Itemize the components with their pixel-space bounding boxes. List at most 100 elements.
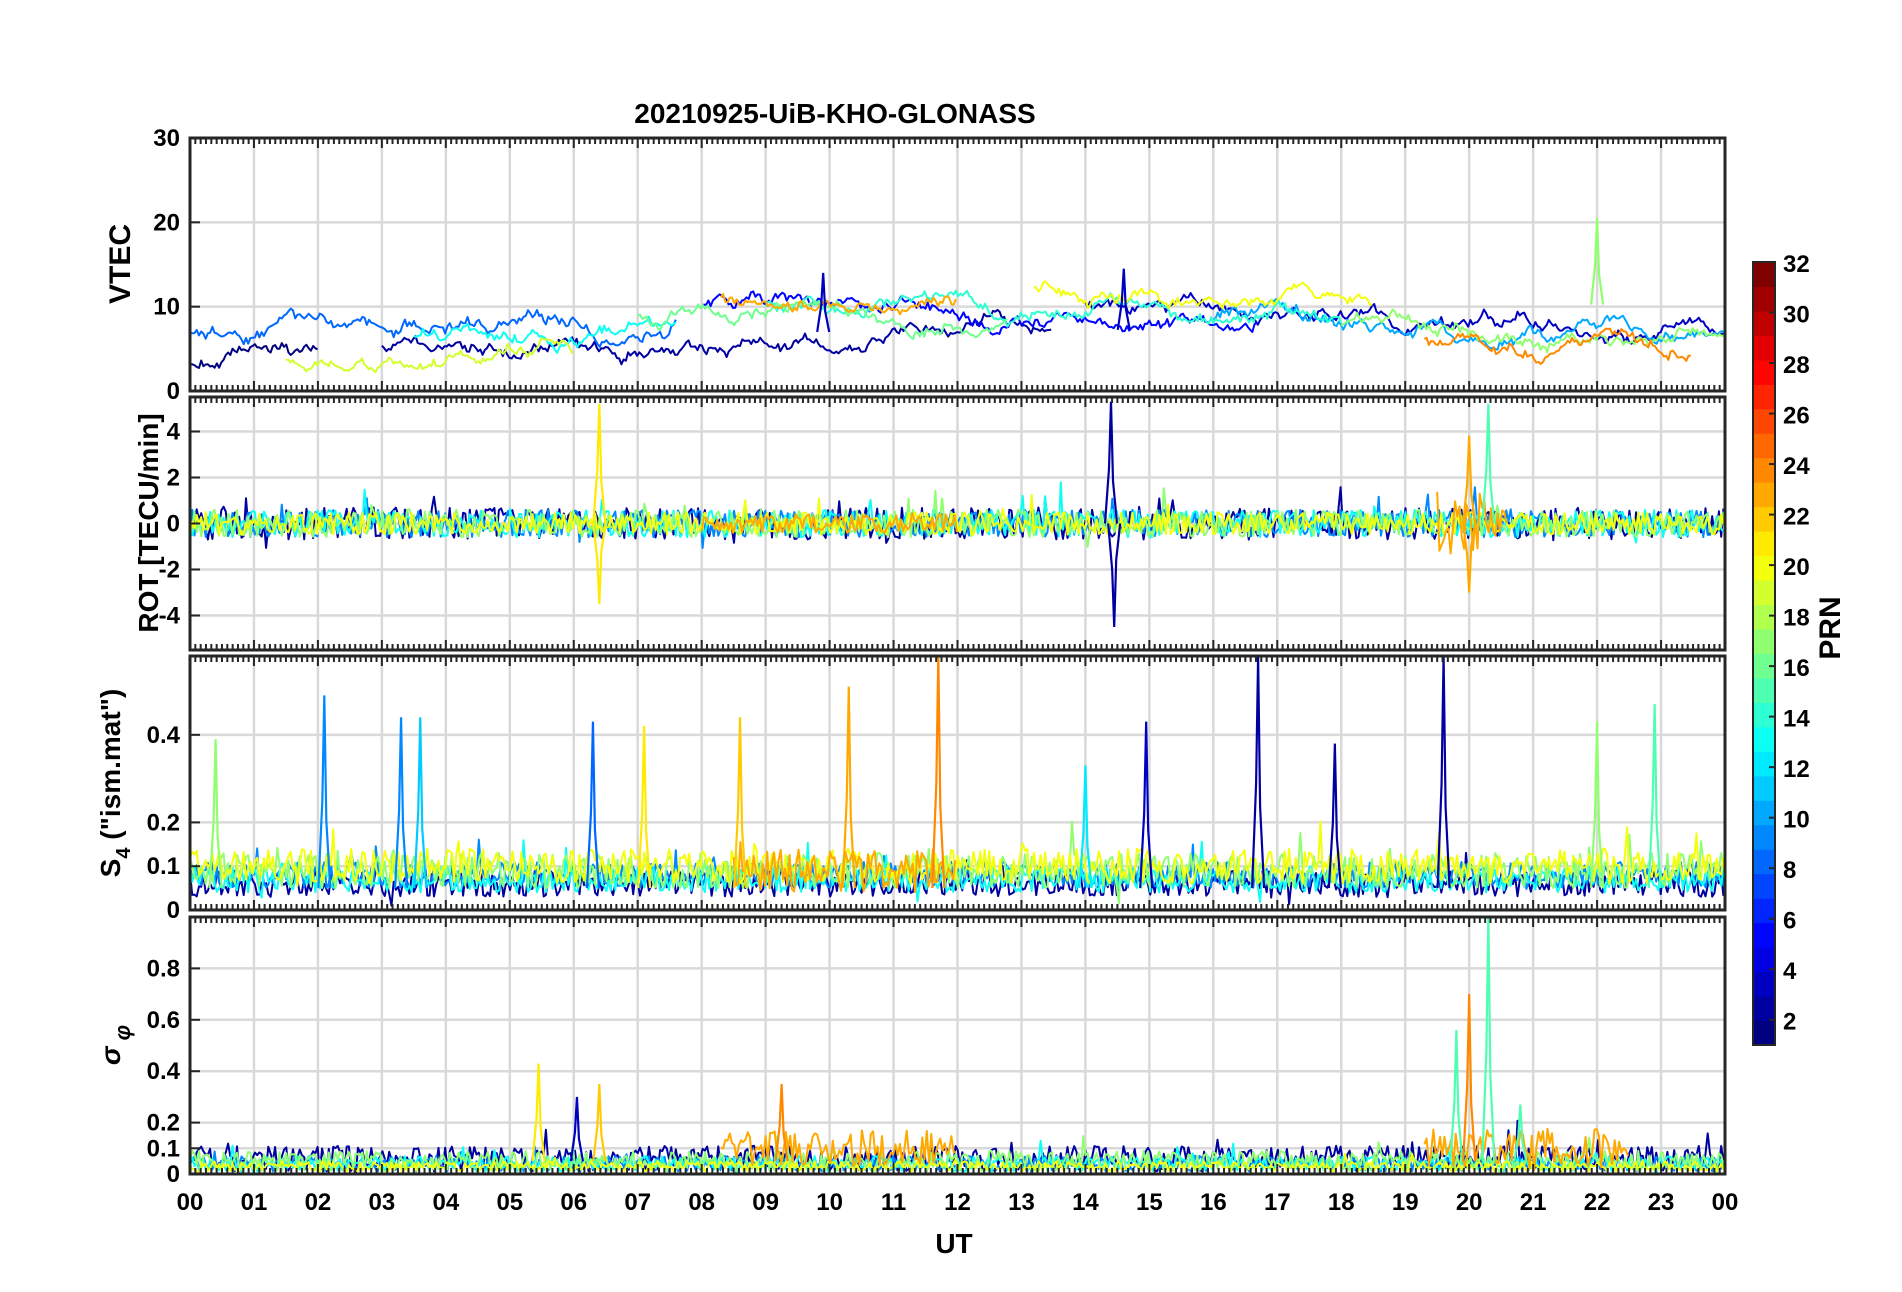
y-tick-labels-vtec: 0 10 20 30	[153, 125, 200, 405]
colorbar-tick-label: 22	[1783, 504, 1810, 531]
colorbar-tick-label: 28	[1783, 352, 1810, 379]
x-tick-label: 00	[1712, 1189, 1739, 1216]
x-tick-label: 14	[1072, 1189, 1099, 1216]
colorbar-band	[1753, 922, 1775, 948]
x-tick-label: 21	[1520, 1189, 1547, 1216]
series-vtec-prn-23	[720, 293, 957, 316]
x-tick-label: 20	[1456, 1189, 1483, 1216]
x-axis-label: UT	[935, 1228, 972, 1259]
y-tick-labels-s4: 0 0.1 0.2 0.4	[147, 722, 200, 924]
x-tick-label: 15	[1136, 1189, 1163, 1216]
colorbar-tick-label: 2	[1783, 1009, 1796, 1036]
colorbar-band	[1753, 653, 1775, 679]
colorbar-tick-label: 32	[1783, 251, 1810, 278]
y-tick-label: 0.8	[147, 955, 180, 982]
colorbar-band	[1753, 873, 1775, 899]
colorbar-band	[1753, 506, 1775, 532]
y-tick-label: 4	[167, 419, 181, 446]
colorbar-band	[1753, 849, 1775, 875]
colorbar-tick-label: 16	[1783, 655, 1810, 682]
series-group-vtec	[190, 218, 1725, 374]
y-tick-label: 0	[167, 378, 180, 405]
minor-ticks-s4	[189, 656, 1726, 910]
colorbar-band	[1753, 677, 1775, 703]
y-tick-label: 30	[153, 125, 180, 152]
colorbar-band	[1753, 359, 1775, 385]
spike-s4-1	[317, 695, 332, 889]
y-tick-label: 0.1	[147, 853, 180, 880]
spike-sigma-4	[1449, 1030, 1464, 1162]
colorbar-band	[1753, 335, 1775, 361]
spike-vtec-2	[816, 272, 831, 333]
x-tick-label: 10	[816, 1189, 843, 1216]
y-axis-label-s4: S4 ("ism.mat")	[95, 689, 135, 878]
colorbar-tick-label: 14	[1783, 706, 1810, 733]
colorbar-band	[1753, 482, 1775, 508]
y-tick-label: -4	[159, 603, 181, 630]
colorbar-band	[1753, 1020, 1775, 1046]
panel-sigma: 00.10.2 0.4 0.6 0.8 σ φ	[95, 915, 1727, 1188]
y-tick-labels-rot: -4 -2 0 2 4	[159, 419, 200, 630]
y-tick-label: 20	[153, 209, 180, 236]
series-rot-prn-23	[1436, 491, 1508, 555]
x-tick-label: 02	[305, 1189, 332, 1216]
colorbar-band	[1753, 898, 1775, 924]
spike-sigma-1	[592, 1083, 607, 1162]
x-tick-label: 11	[881, 1189, 906, 1216]
panel-s4: 0 0.1 0.2 0.4 S4 ("ism.mat")	[95, 654, 1727, 924]
colorbar-band	[1753, 971, 1775, 997]
series-vtec-prn-1	[190, 342, 319, 369]
series-rot-prn-23	[700, 511, 958, 534]
x-tick-label: 09	[752, 1189, 779, 1216]
series-sigma-prn-17	[190, 1135, 1725, 1174]
colorbar-band	[1753, 457, 1775, 483]
colorbar-band	[1753, 751, 1775, 777]
spike-rot-0	[592, 403, 607, 524]
colorbar-band	[1753, 604, 1775, 630]
colorbar-tick-label: 12	[1783, 756, 1810, 783]
y-tick-label: 0.2	[147, 809, 180, 836]
x-tick-label: 12	[944, 1189, 971, 1216]
x-tick-label: 13	[1008, 1189, 1035, 1216]
series-vtec-prn-14	[764, 289, 1342, 328]
spike-s4-5	[637, 726, 652, 889]
spike-sigma-0	[531, 1063, 546, 1162]
spike-rot-6	[1462, 436, 1477, 524]
spike-rot-4	[1481, 403, 1496, 524]
colorbar-band	[1753, 555, 1775, 581]
series-vtec-prn-24	[1423, 327, 1691, 365]
x-tick-label: 04	[432, 1189, 459, 1216]
series-vtec-prn-13	[413, 315, 677, 354]
series-rot-prn-20	[190, 493, 1725, 537]
y-tick-label: 0.4	[147, 722, 181, 749]
y-tick-label: 10	[153, 294, 180, 321]
colorbar-tick-label: 26	[1783, 403, 1810, 430]
series-vtec-prn-16	[637, 299, 1008, 340]
y-axis-label-sigma: σ φ	[95, 1025, 135, 1065]
series-group-s4	[190, 656, 1725, 907]
axis-ticks-vtec	[189, 138, 1726, 391]
spike-sigma-7	[1513, 1104, 1528, 1162]
y-tick-label: 0	[167, 897, 180, 924]
spike-rot-2	[1103, 401, 1119, 524]
x-tick-label: 19	[1392, 1189, 1419, 1216]
colorbar-band	[1753, 824, 1775, 850]
y-tick-label: 0	[167, 1161, 180, 1188]
colorbar-tick-label: 30	[1783, 302, 1810, 329]
colorbar-band	[1753, 384, 1775, 410]
spike-s4-10	[1139, 721, 1154, 889]
colorbar-band	[1753, 775, 1775, 801]
x-tick-label: 03	[369, 1189, 396, 1216]
spike-s4-3	[413, 717, 428, 889]
spike-sigma-2	[569, 1096, 585, 1162]
colorbar-label: PRN	[1814, 596, 1847, 659]
spike-s4-11	[1251, 656, 1266, 889]
x-tick-label: 17	[1264, 1189, 1291, 1216]
colorbar-band	[1753, 310, 1775, 336]
y-tick-label: 0	[167, 511, 180, 538]
series-vtec-prn-2	[381, 308, 1052, 366]
spike-s4-14	[1589, 721, 1605, 889]
spike-s4-2	[393, 717, 409, 889]
colorbar-band	[1753, 702, 1775, 728]
